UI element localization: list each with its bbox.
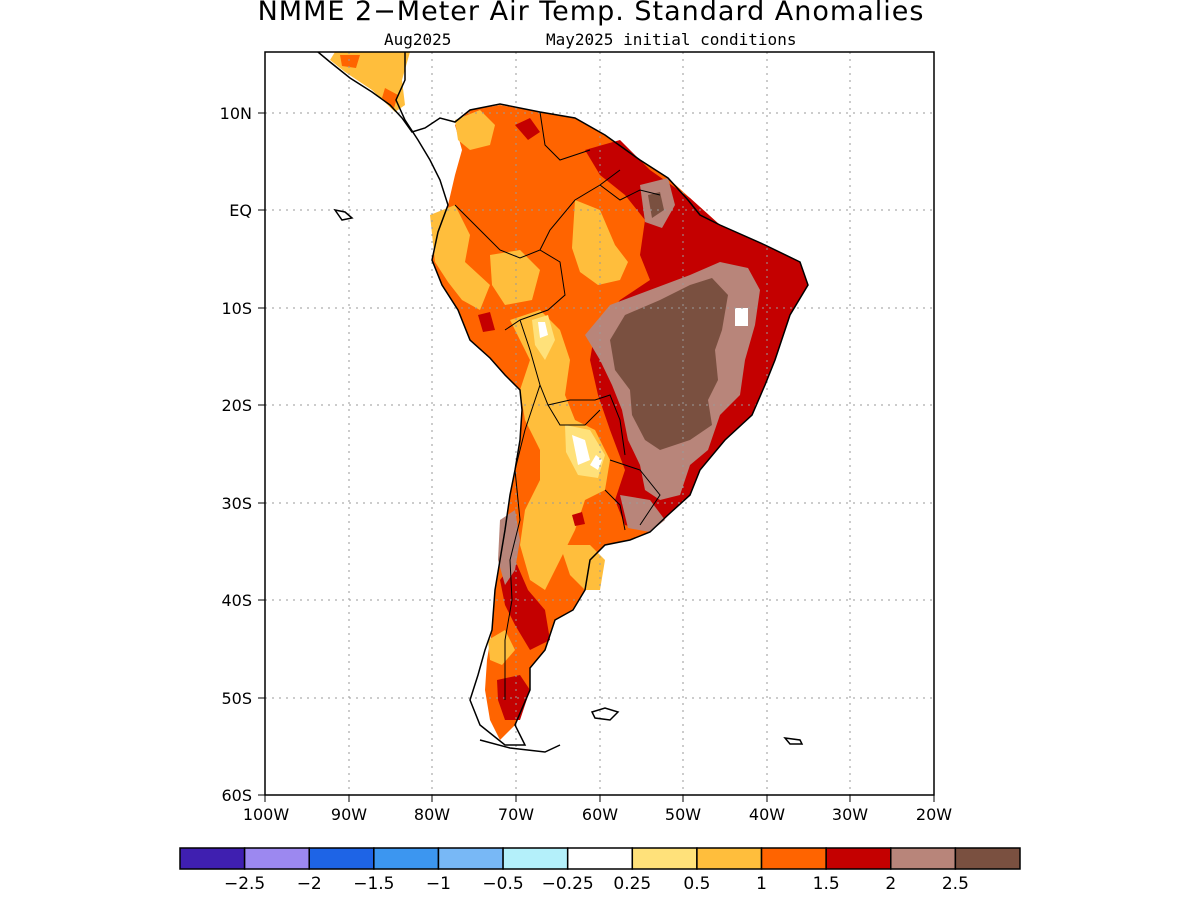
colorbar-swatch: [437, 847, 504, 870]
lon-ticks: [264, 795, 935, 802]
lon-label: 70W: [498, 805, 534, 824]
colorbar-label: −2: [297, 874, 322, 894]
coastlines: [317, 52, 809, 753]
colorbar-labels: −2.5 −2 −1.5 −1 −0.5 −0.25 0.25 0.5 1 1.5 2 2.5: [224, 874, 969, 894]
lon-labels: 100W 90W 80W 70W 60W 50W 40W 30W 20W: [243, 805, 952, 824]
colorbar-label: 2: [885, 874, 896, 894]
colorbar-label: 1: [756, 874, 767, 894]
colorbar-label: −1: [426, 874, 451, 894]
lat-label: 30S: [221, 494, 252, 513]
lon-label: 80W: [414, 805, 450, 824]
country-borders: [454, 111, 661, 700]
valid-month: Aug2025: [384, 30, 452, 49]
lat-label: 10S: [221, 299, 252, 318]
colorbar-label: −2.5: [224, 874, 265, 894]
lat-label: 20S: [221, 396, 252, 415]
colorbar-label: −1.5: [353, 874, 394, 894]
colorbar-swatch: [631, 847, 698, 870]
chart-title: NMME 2−Meter Air Temp. Standard Anomalie…: [257, 0, 925, 27]
colorbar-swatch: [243, 847, 310, 870]
lon-label: 30W: [832, 805, 868, 824]
colorbar-label: 0.5: [683, 874, 710, 894]
lon-label: 50W: [665, 805, 701, 824]
map-gridlines: [265, 52, 934, 795]
colorbar-label: 0.25: [613, 874, 651, 894]
colorbar-swatch: [502, 847, 569, 870]
lat-label: EQ: [229, 201, 252, 220]
lat-label: 40S: [221, 591, 252, 610]
anomaly-field: [330, 52, 808, 740]
lat-label: 60S: [221, 786, 252, 805]
lon-label: 40W: [749, 805, 785, 824]
colorbar-swatch: [825, 847, 892, 870]
lat-label: 50S: [221, 689, 252, 708]
colorbar-label: 1.5: [813, 874, 840, 894]
colorbar-swatch: [760, 847, 827, 870]
lon-label: 100W: [243, 805, 290, 824]
lon-label: 20W: [916, 805, 952, 824]
colorbar-swatch: [373, 847, 440, 870]
colorbar-label: 2.5: [942, 874, 969, 894]
lat-label: 10N: [220, 104, 252, 123]
colorbar-swatch: [308, 847, 375, 870]
colorbar: [179, 847, 1021, 870]
colorbar-swatch: [890, 847, 957, 870]
lat-labels: 10N EQ 10S 20S 30S 40S 50S 60S: [220, 104, 252, 805]
initial-conditions: May2025 initial conditions: [546, 30, 797, 49]
colorbar-swatch: [696, 847, 763, 870]
lat-ticks: [258, 112, 265, 796]
colorbar-swatch: [179, 847, 246, 870]
colorbar-label: −0.25: [542, 874, 594, 894]
colorbar-swatch: [566, 847, 634, 870]
colorbar-label: −0.5: [482, 874, 523, 894]
lon-label: 60W: [582, 805, 618, 824]
lon-label: 90W: [331, 805, 367, 824]
colorbar-swatch: [954, 847, 1021, 870]
